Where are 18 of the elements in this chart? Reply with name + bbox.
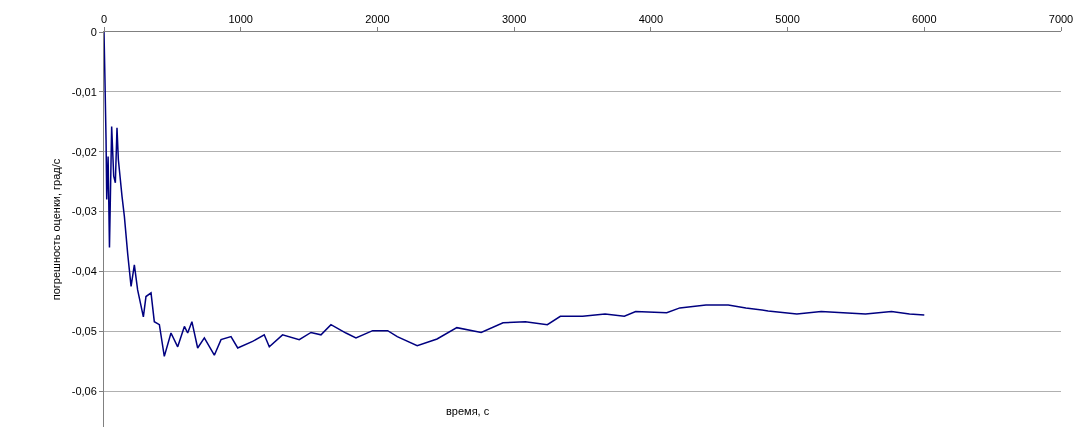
y-tick-label: -0,04 bbox=[71, 265, 97, 278]
line-series bbox=[104, 32, 926, 358]
y-tick-label: -0,01 bbox=[71, 85, 97, 98]
x-tick-label: 4000 bbox=[638, 12, 664, 25]
y-axis-title: погрешность оценки, град/с bbox=[50, 158, 63, 301]
y-tick-label: -0,05 bbox=[71, 325, 97, 338]
x-tick-label: 2000 bbox=[365, 12, 390, 25]
y-tick-label: -0,02 bbox=[71, 145, 97, 158]
x-tick-label: 6000 bbox=[912, 12, 937, 25]
x-axis-title: время, с bbox=[446, 405, 490, 417]
x-tick-label: 7000 bbox=[1048, 12, 1074, 25]
x-tick-label: 5000 bbox=[775, 12, 800, 25]
y-tick-label: -0,06 bbox=[71, 384, 97, 397]
y-tick-label: -0,03 bbox=[71, 205, 97, 218]
y-tick-label: 0 bbox=[90, 25, 97, 38]
x-tick-label: 1000 bbox=[228, 12, 253, 25]
x-tick-label: 3000 bbox=[501, 12, 527, 25]
x-tick-label: 0 bbox=[100, 12, 108, 25]
